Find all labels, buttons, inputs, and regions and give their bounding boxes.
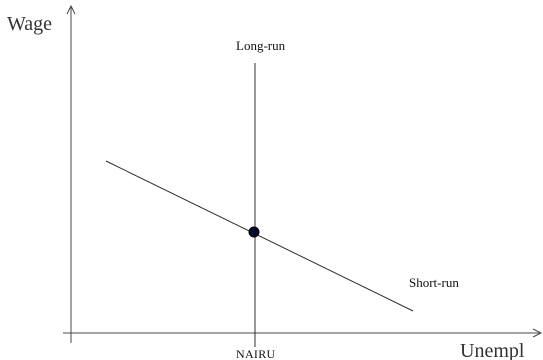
nairu-label: NAIRU: [236, 347, 276, 360]
short-run-label: Short-run: [409, 275, 459, 290]
y-axis-title: Wage: [7, 13, 52, 35]
long-run-label: Long-run: [236, 38, 286, 53]
y-axis-arrowhead: [66, 4, 76, 15]
x-axis-title: Unempl: [460, 340, 525, 360]
x-axis-arrowhead: [532, 328, 543, 338]
short-run-curve: [105, 160, 414, 312]
equilibrium-point: [248, 226, 260, 238]
